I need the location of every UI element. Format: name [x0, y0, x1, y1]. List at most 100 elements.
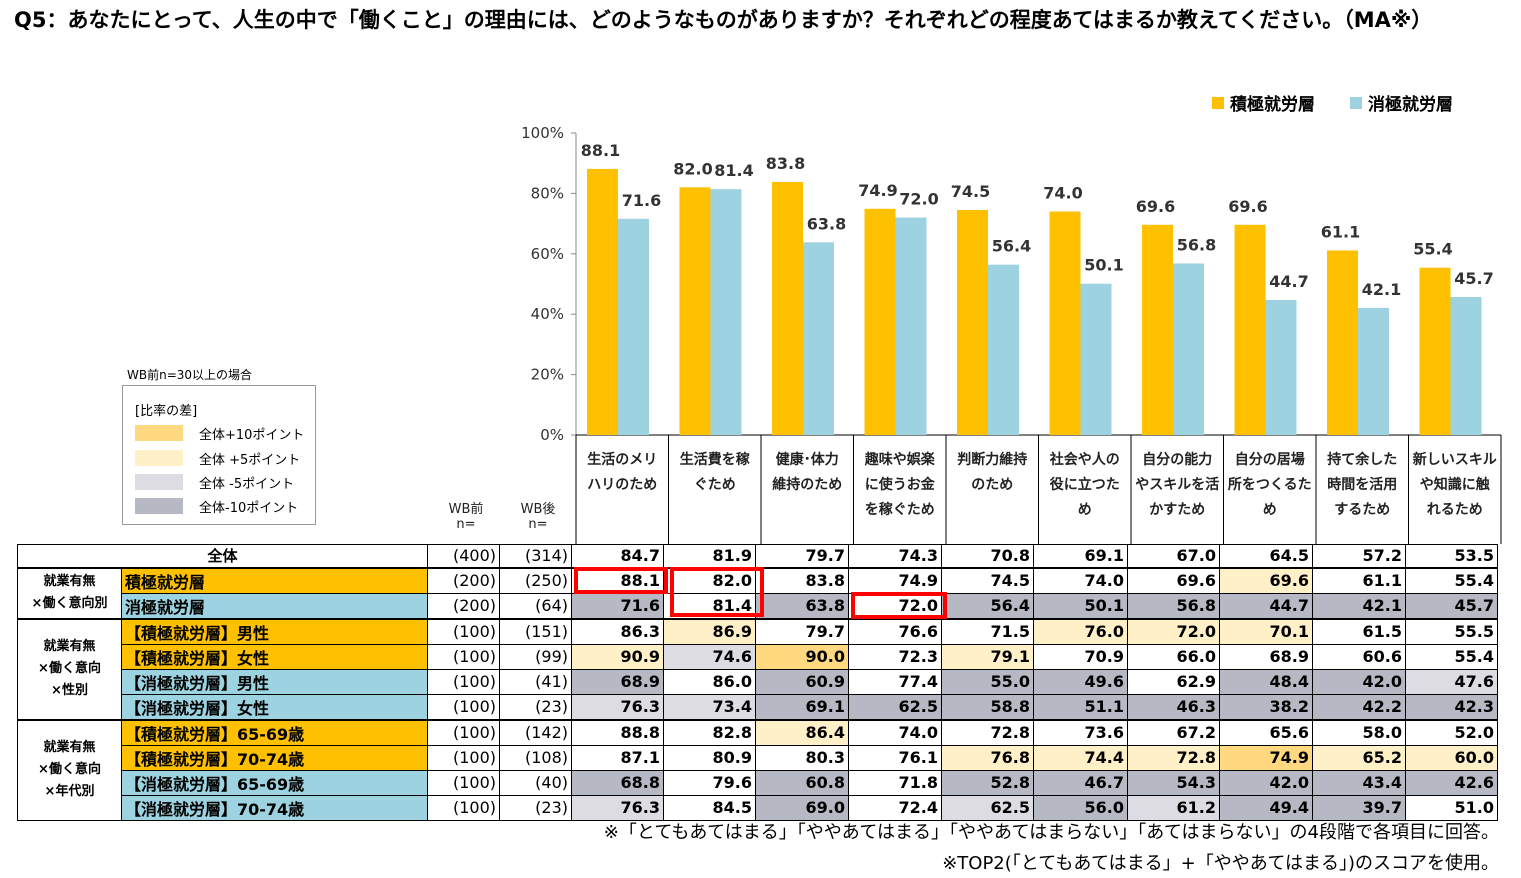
table-cell: 76.8 [941, 744, 1034, 771]
table-cell: 79.1 [941, 643, 1034, 670]
n-before: (400) [427, 543, 500, 569]
table-cell: 84.7 [571, 543, 664, 569]
segment-label-line: 就業有無 [43, 639, 96, 655]
table-cell: 84.5 [663, 794, 756, 821]
table-cell: 73.6 [1033, 718, 1128, 746]
table-row: 【積極就労層】70-74歳 (100) (108) 87.1 80.9 80.3 76.1 7… [18, 744, 1498, 771]
table-cell: 60.9 [755, 668, 849, 695]
n-before: (100) [427, 794, 500, 821]
legend-positive: 積極就労層 [1212, 90, 1315, 115]
table-cell: 83.8 [755, 566, 849, 594]
table-row: 【消極就労層】男性 (100) (41) 68.9 86.0 60.9 77.4 55.0 49… [18, 668, 1498, 695]
table-cell: 46.3 [1127, 693, 1220, 721]
table-cell: 86.4 [755, 718, 849, 746]
row-label: 【積極就労層】70-74歳 [121, 744, 428, 771]
n-after: (23) [499, 794, 572, 821]
table-cell: 60.6 [1312, 643, 1406, 670]
category-label: ハリのため [587, 477, 657, 493]
n-after: (250) [499, 566, 572, 594]
table-cell: 76.3 [571, 693, 664, 721]
table-cell: 53.5 [1405, 543, 1498, 569]
n-before: (100) [427, 744, 500, 771]
bar-chart: 100% 80% 60% 40% 20% 0% 88.1 82.0 83.8 74.9 74.5 74… [521, 124, 1502, 544]
table-cell: 42.2 [1312, 693, 1406, 721]
category-label: 趣味や娯楽 [864, 451, 936, 468]
table-cell: 63.8 [755, 592, 849, 620]
table-cell: 42.0 [1312, 668, 1406, 695]
table-cell: 72.3 [848, 643, 942, 670]
table-cell: 69.1 [1033, 543, 1128, 569]
table-row: 消極就労層 (200) (64) 71.6 81.4 63.8 72.0 56.4 50.1 56… [18, 592, 1498, 620]
table-cell: 60.0 [1405, 744, 1498, 771]
table-cell: 62.5 [941, 794, 1034, 821]
table-cell: 74.0 [1033, 566, 1128, 594]
n-after: (41) [499, 668, 572, 695]
category-label: 健康･体力 [776, 451, 839, 468]
table-cell: 76.6 [848, 617, 942, 645]
table-cell: 72.0 [1127, 617, 1220, 645]
bar-negative [1450, 296, 1482, 435]
data-label-positive: 88.1 [581, 141, 620, 160]
page-title: Q5：あなたにとって、人生の中で「働くこと」の理由には、どのようなものがあります… [14, 8, 1433, 32]
table-cell: 90.9 [571, 643, 664, 670]
category-label: やスキルを活 [1135, 476, 1219, 493]
highlight-box-1 [574, 567, 668, 594]
legend-swatch-negative [1350, 96, 1362, 109]
segment-label-line: ×性別 [51, 683, 88, 699]
row-label: 【積極就労層】男性 [121, 617, 428, 645]
table-cell: 55.0 [941, 668, 1034, 695]
key-swatch-plus5 [135, 450, 183, 466]
row-label: 【積極就労層】女性 [121, 643, 428, 670]
bar-negative [1265, 300, 1297, 435]
table-cell: 68.9 [1219, 643, 1313, 670]
table-cell: 62.9 [1127, 668, 1220, 695]
table-cell: 38.2 [1219, 693, 1313, 721]
data-label-positive: 61.1 [1321, 222, 1360, 241]
segment-label-line: ×働く意向別 [31, 596, 108, 612]
category-label: め [1078, 502, 1092, 518]
n-before: (100) [427, 769, 500, 796]
table-cell: 51.0 [1405, 794, 1498, 821]
table-row: 【消極就労層】65-69歳 (100) (40) 68.8 79.6 60.8 71.8 52… [18, 769, 1498, 796]
table-cell: 87.1 [571, 744, 664, 771]
segment-label: 就業有無 ×働く意向 ×年代別 [17, 718, 122, 821]
table-cell: 74.0 [848, 718, 942, 746]
bar-negative [710, 189, 742, 435]
n-before: (100) [427, 617, 500, 645]
data-label-positive: 69.6 [1228, 197, 1267, 216]
n-before: (100) [427, 718, 500, 746]
table-cell: 79.7 [755, 617, 849, 645]
key-swatch-plus10 [135, 425, 183, 441]
n-after: (142) [499, 718, 572, 746]
n-after: (151) [499, 617, 572, 645]
bar-positive [864, 208, 896, 435]
table-cell: 49.6 [1033, 668, 1128, 695]
table-cell: 69.6 [1219, 566, 1313, 594]
bar-positive [1049, 211, 1081, 435]
row-label: 【消極就労層】女性 [121, 693, 428, 721]
category-label: 役に立つた [1050, 476, 1120, 493]
table-cell: 58.0 [1312, 718, 1406, 746]
table-row: 【消極就労層】女性 (100) (23) 76.3 73.4 69.1 62.5 58.8 51… [18, 693, 1498, 721]
table-cell: 79.7 [755, 543, 849, 569]
table-cell: 76.0 [1033, 617, 1128, 645]
footnote-1: ※「とてもあてはまる」「ややあてはまる」「ややあてはまらない」「あてはまらない」… [603, 822, 1499, 843]
category-label: ぐため [694, 477, 736, 493]
table-cell: 61.2 [1127, 794, 1220, 821]
table-cell: 70.8 [941, 543, 1034, 569]
legend-label-positive: 積極就労層 [1230, 95, 1315, 115]
row-label: 【消極就労層】70-74歳 [121, 794, 428, 821]
table-cell: 74.9 [1219, 744, 1313, 771]
data-label-negative: 56.4 [992, 237, 1031, 256]
table-cell: 72.8 [941, 718, 1034, 746]
row-label: 全体 [17, 543, 428, 569]
table-cell: 47.6 [1405, 668, 1498, 695]
data-label-positive: 83.8 [766, 154, 805, 173]
category-label: 所をつくるた [1228, 476, 1312, 493]
table-cell: 88.1 [571, 566, 664, 594]
table-cell: 82.8 [663, 718, 756, 746]
y-tick-label: 100% [521, 124, 564, 142]
table-row: 【積極就労層】女性 (100) (99) 90.9 74.6 90.0 72.3 79.1 70… [18, 643, 1498, 670]
row-label: 【積極就労層】65-69歳 [121, 718, 428, 746]
table-cell: 69.0 [755, 794, 849, 821]
